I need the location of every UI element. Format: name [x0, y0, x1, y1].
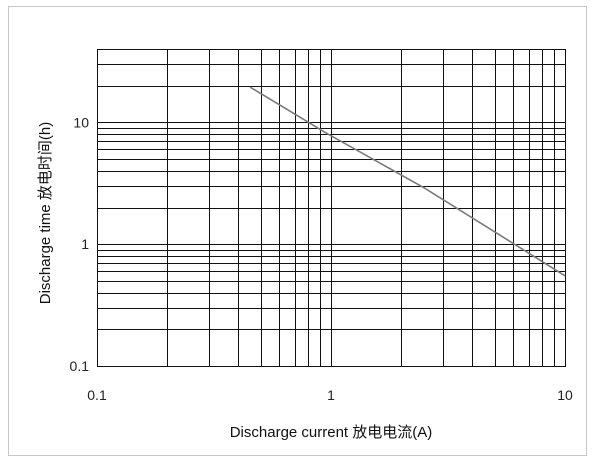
y-axis-title: Discharge time 放电时间(h)	[37, 122, 54, 305]
x-tick-labels: 0.1 1 10	[87, 387, 573, 403]
x-tick-label: 0.1	[87, 387, 107, 403]
y-tick-labels: 0.1 1 10	[70, 114, 90, 374]
x-axis-title: Discharge current 放电电流(A)	[230, 424, 433, 441]
series-line-0	[249, 86, 566, 277]
grid	[97, 49, 566, 367]
chart-frame	[8, 6, 587, 456]
y-tick-label: 1	[81, 236, 89, 252]
x-tick-label: 10	[557, 387, 573, 403]
y-tick-label: 10	[73, 114, 89, 130]
y-tick-label: 0.1	[70, 358, 90, 374]
series-layer	[249, 86, 566, 277]
plot-border	[97, 49, 566, 367]
x-tick-label: 1	[327, 387, 335, 403]
